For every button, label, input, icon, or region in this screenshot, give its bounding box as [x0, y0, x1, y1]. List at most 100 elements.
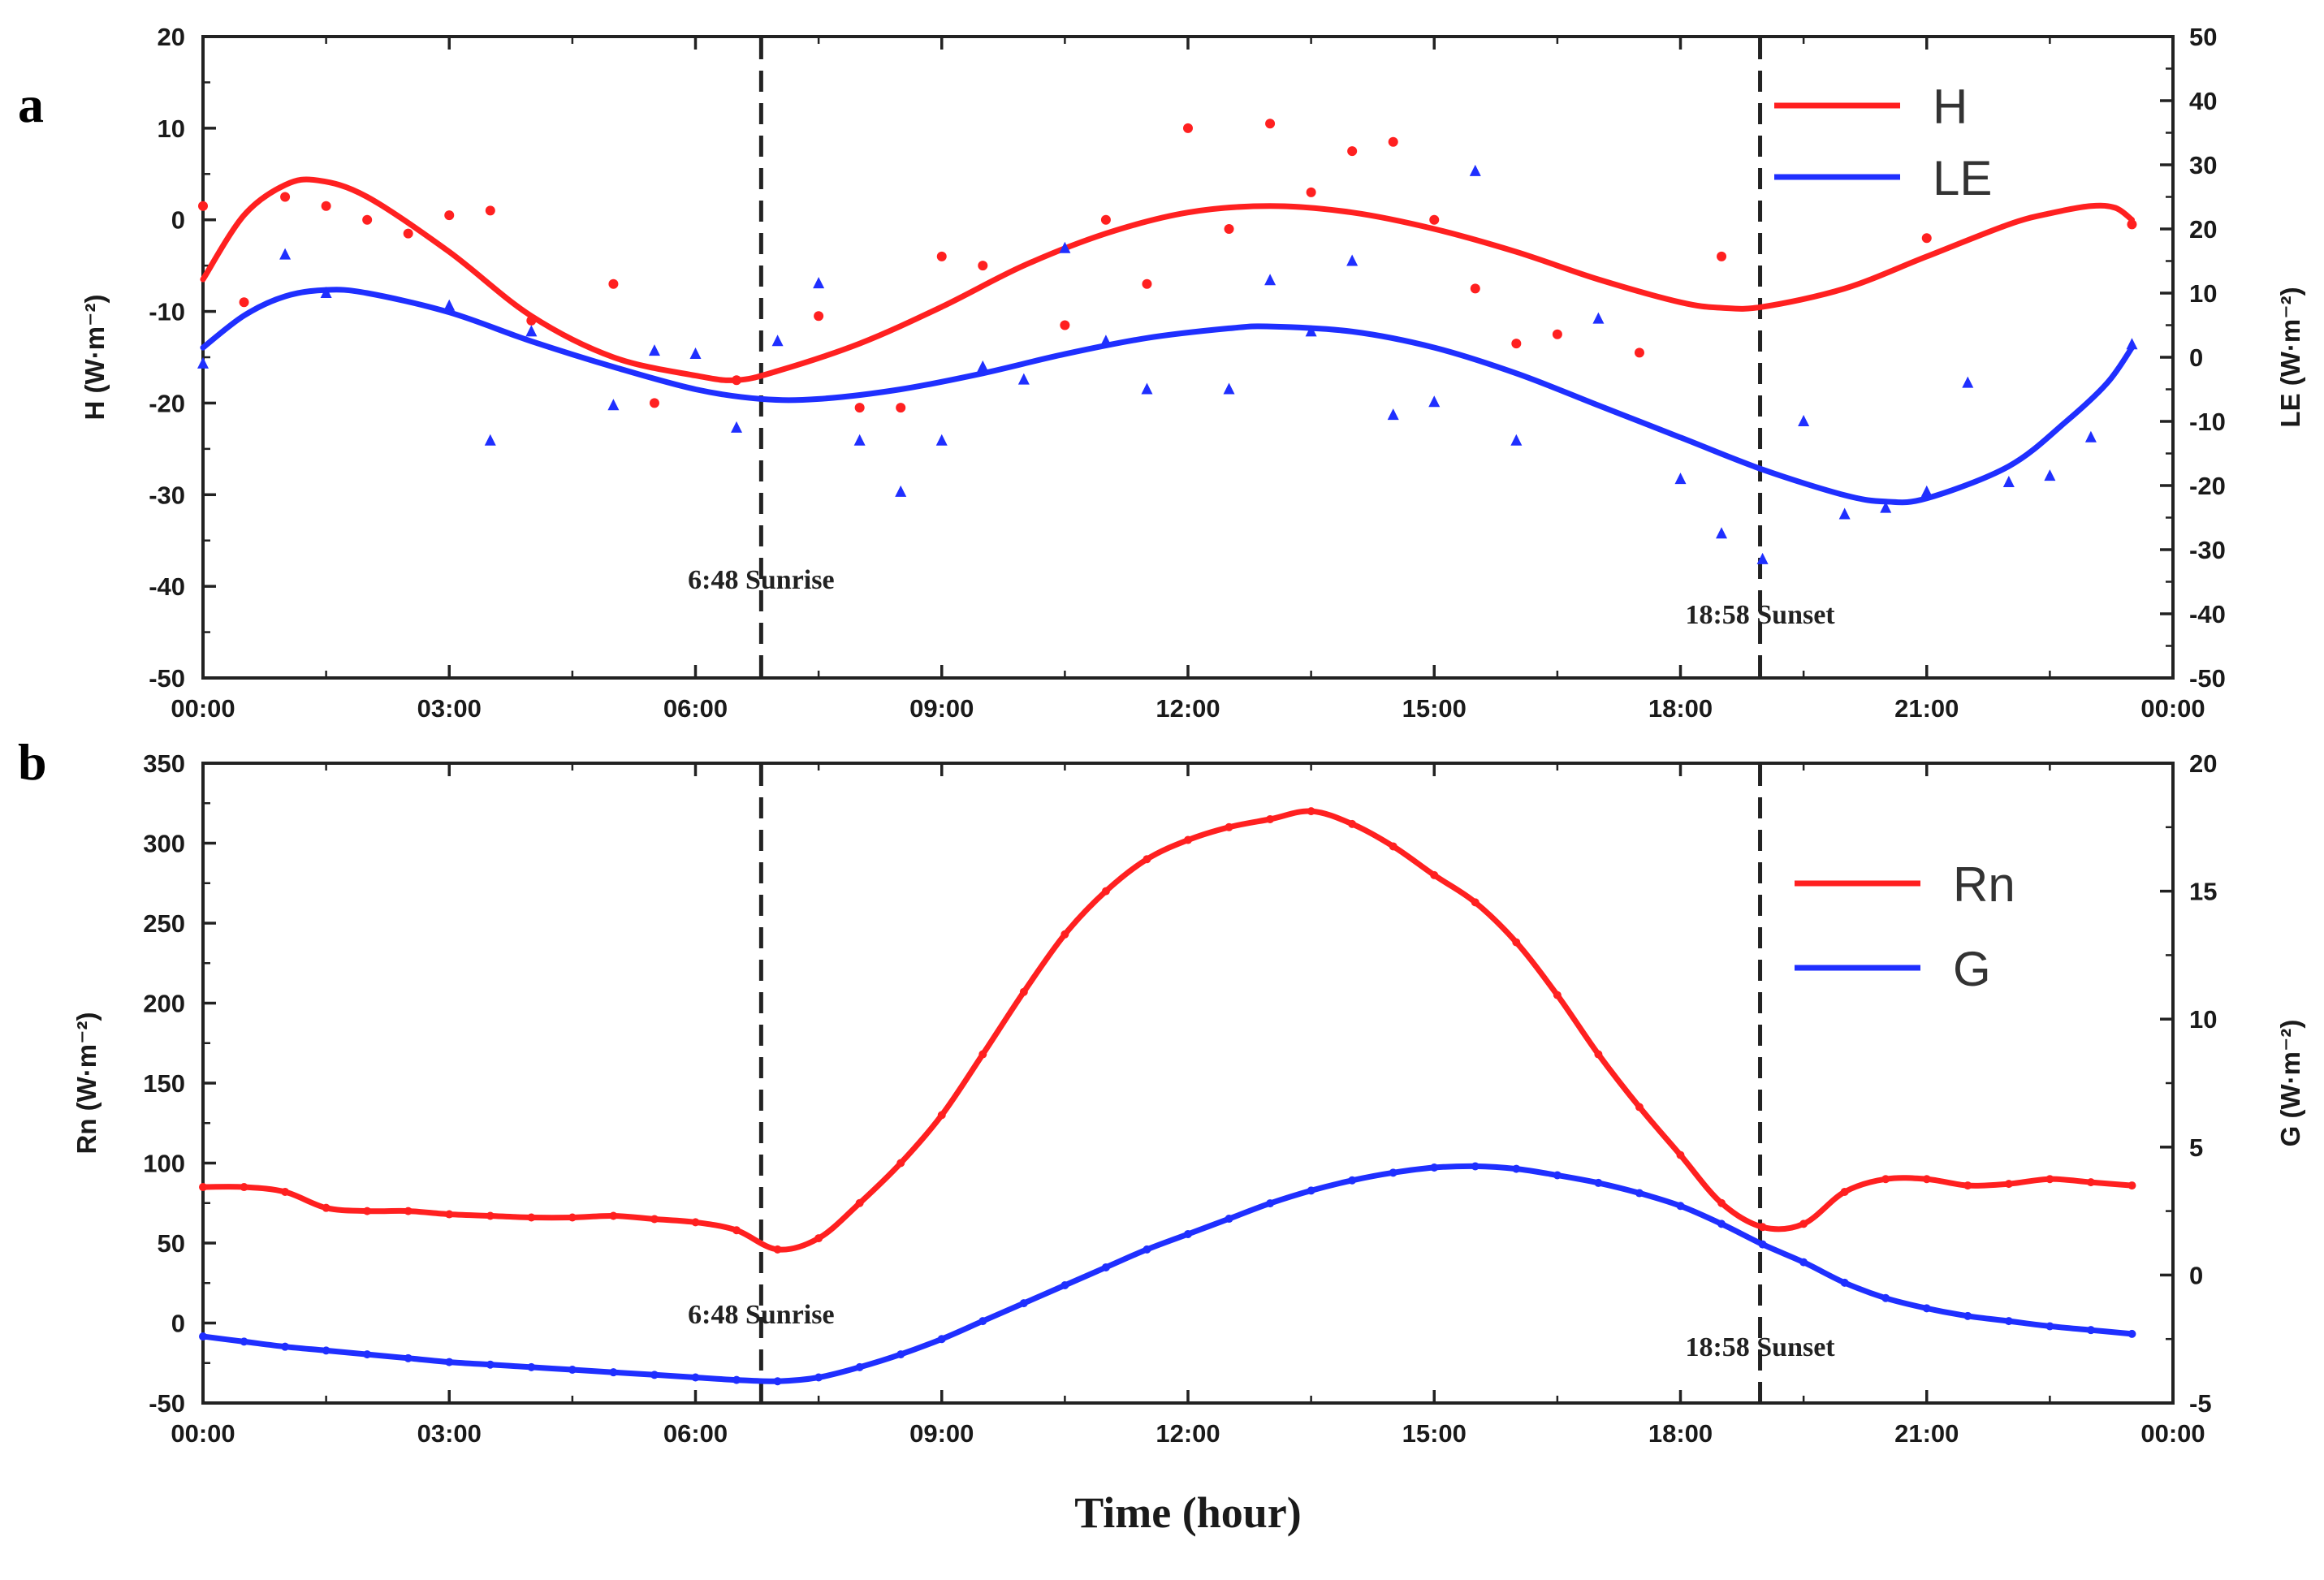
series-G-point: [2127, 1329, 2136, 1338]
series-H-point: [280, 192, 291, 202]
series-LE-point: [1798, 415, 1810, 426]
y-right-tick-label: -50: [2189, 664, 2226, 693]
series-LE-point: [1223, 382, 1235, 395]
series-G-point: [1512, 1164, 1521, 1173]
series-Rn-point: [896, 1159, 905, 1168]
series-H-point: [814, 311, 824, 322]
legend-G-label: G: [1953, 942, 1991, 996]
series-H-fit-line: [200, 176, 2135, 383]
y-right-axis-label: G (W·m⁻²): [2275, 1020, 2305, 1147]
series-LE-point: [853, 434, 866, 446]
x-tick-label: 18:00: [1648, 694, 1713, 723]
series-LE-point: [1469, 164, 1481, 176]
x-tick-label: 00:00: [2140, 1419, 2205, 1448]
series-Rn-point: [1922, 1175, 1931, 1184]
series-G-point: [1307, 1186, 1315, 1195]
series-G-point: [609, 1368, 618, 1377]
series-H-point: [239, 297, 249, 308]
series-H-point: [1224, 224, 1234, 234]
series-G-point: [855, 1362, 864, 1371]
series-LE-point: [935, 434, 948, 446]
series-Rn-point: [1717, 1198, 1726, 1207]
series-LE-point: [1305, 325, 1317, 337]
series-H-point: [2127, 219, 2137, 230]
series-H-point: [1717, 251, 1727, 261]
panel-label: a: [18, 76, 44, 133]
series-H-point: [1060, 320, 1070, 330]
series-Rn-point: [773, 1245, 782, 1254]
y-right-tick-label: 0: [2189, 343, 2203, 372]
series-G-point: [363, 1350, 372, 1359]
series-H-point: [649, 398, 659, 408]
x-tick-label: 21:00: [1894, 694, 1959, 723]
series-G-point: [691, 1373, 700, 1382]
series-G-point: [773, 1377, 782, 1386]
series-Rn-point: [486, 1211, 495, 1220]
series-G-point: [568, 1366, 577, 1375]
x-tick-label: 15:00: [1402, 694, 1467, 723]
y-right-tick-label: -30: [2189, 536, 2226, 564]
series-G-point: [1594, 1178, 1603, 1187]
series-H-point: [1265, 119, 1276, 129]
series-G-point: [486, 1360, 495, 1369]
x-tick-label: 12:00: [1156, 694, 1220, 723]
series-Rn-point: [2086, 1178, 2095, 1187]
series-G-point: [404, 1353, 413, 1362]
series-Rn-point: [1471, 898, 1479, 907]
series-LE-point: [1510, 434, 1523, 446]
series-G-point: [2045, 1322, 2054, 1331]
series-H-point: [1921, 233, 1932, 244]
series-G-point: [937, 1335, 946, 1344]
series-LE-point: [895, 485, 907, 497]
series-LE-point: [443, 299, 456, 311]
y-left-tick-label: -20: [149, 389, 185, 417]
series-Rn-point: [240, 1183, 248, 1192]
series-Rn-point: [568, 1213, 577, 1222]
x-tick-label: 21:00: [1894, 1419, 1959, 1448]
series-Rn-point: [445, 1210, 454, 1219]
y-left-tick-label: 50: [158, 1229, 185, 1258]
y-right-tick-label: -10: [2189, 408, 2226, 436]
series-G-point: [1635, 1189, 1644, 1198]
series-Rn-point: [1225, 822, 1233, 831]
series-G-point: [1430, 1163, 1439, 1172]
series-G-point: [1101, 1263, 1110, 1271]
series-G-point: [527, 1362, 536, 1371]
series-G-point: [1717, 1220, 1726, 1228]
y-right-tick-label: 0: [2189, 1261, 2203, 1289]
series-Rn-point: [1799, 1220, 1808, 1228]
panel-a: a 00:00 03:00 06:00 09:00 12:00 15:00 18:00 21:0…: [18, 23, 2305, 723]
y-left-tick-label: 10: [158, 114, 185, 143]
series-G-point: [1389, 1168, 1397, 1177]
series-Rn-point: [1635, 1103, 1644, 1112]
series-G-point: [1758, 1240, 1767, 1249]
y-right-tick-label: -5: [2189, 1389, 2212, 1418]
series-H-point: [978, 261, 988, 271]
series-H-point: [1142, 278, 1152, 289]
panel-label: b: [18, 733, 47, 791]
series-LE-point: [813, 277, 825, 289]
series-G-point: [1881, 1293, 1890, 1302]
series-H-point: [198, 201, 208, 211]
series-LE-point: [1838, 507, 1851, 520]
series-LE-point: [320, 287, 332, 298]
x-tick-label: 18:00: [1648, 1419, 1713, 1448]
series-Rn-point: [732, 1226, 741, 1235]
series-G-point: [1471, 1162, 1479, 1171]
series-G-point: [1799, 1258, 1808, 1267]
series-Rn-point: [1430, 870, 1439, 879]
series-LE-point: [771, 335, 784, 347]
series-H-point: [732, 375, 742, 386]
series-LE-point: [1059, 241, 1071, 253]
series-LE-point: [2084, 430, 2097, 442]
series-LE-point: [977, 360, 989, 372]
series-Rn-point: [2127, 1181, 2136, 1190]
series-H-point: [896, 403, 906, 413]
series-LE-point: [1920, 485, 1933, 497]
series-H-point: [444, 210, 455, 221]
y-left-tick-label: 300: [143, 830, 185, 858]
x-tick-label: 00:00: [2140, 694, 2205, 723]
y-right-axis-label: LE (W·m⁻²): [2275, 287, 2305, 427]
series-LE-point: [1264, 274, 1276, 286]
